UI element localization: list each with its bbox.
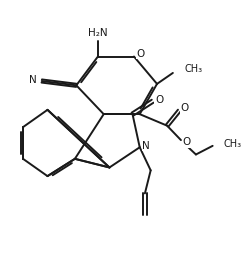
Text: O: O [136,49,144,58]
Text: O: O [183,137,191,147]
Text: CH₃: CH₃ [185,64,203,74]
Text: H₂N: H₂N [88,28,108,38]
Text: CH₃: CH₃ [224,139,242,148]
Text: O: O [181,103,189,113]
Text: O: O [155,95,163,105]
Text: N: N [142,141,150,151]
Text: N: N [29,75,37,86]
